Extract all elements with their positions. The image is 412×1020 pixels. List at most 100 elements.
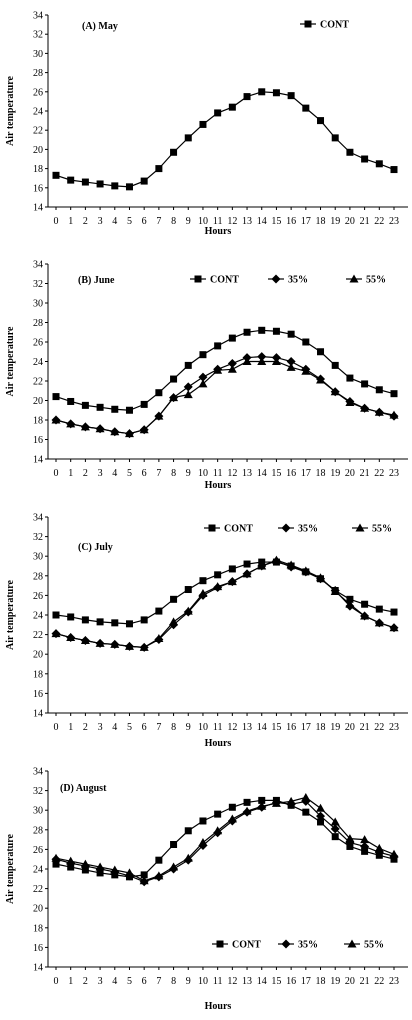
data-point (199, 577, 207, 585)
y-axis-title: Air temperature (5, 326, 16, 396)
legend-label: 35% (298, 524, 318, 535)
data-point (390, 390, 398, 398)
data-point (286, 357, 296, 366)
data-point (80, 422, 90, 431)
data-point (51, 415, 61, 424)
x-tick-label: 6 (142, 216, 147, 227)
y-tick-label: 24 (33, 357, 43, 368)
y-tick-label: 14 (33, 709, 43, 720)
legend-marker (347, 939, 357, 948)
data-point (346, 595, 354, 603)
y-tick-label: 18 (33, 923, 43, 934)
series-line-55% (55, 559, 395, 648)
data-point (199, 120, 207, 128)
x-tick-label: 19 (330, 976, 340, 987)
x-tick-label: 14 (257, 216, 267, 227)
x-tick-label: 18 (316, 976, 326, 987)
data-point (302, 808, 310, 816)
data-point (375, 386, 383, 394)
data-point (242, 806, 252, 815)
x-tick-label: 17 (301, 976, 311, 987)
data-point (286, 796, 296, 805)
x-tick-label: 15 (271, 976, 281, 987)
legend-marker (349, 274, 359, 283)
data-point (258, 326, 266, 334)
data-point (198, 838, 208, 847)
x-tick-label: 0 (54, 216, 59, 227)
data-point (214, 342, 222, 350)
x-tick-label: 19 (330, 216, 340, 227)
data-point (124, 868, 134, 877)
x-tick-label: 19 (330, 722, 340, 733)
y-tick-label: 14 (33, 455, 43, 466)
data-point (51, 629, 61, 638)
x-tick-label: 21 (360, 216, 370, 227)
y-tick-label: 24 (33, 107, 43, 118)
data-point (140, 400, 148, 408)
data-point (169, 393, 179, 402)
data-point (183, 382, 193, 392)
y-tick-label: 26 (33, 845, 43, 856)
legend-marker (355, 523, 365, 532)
y-tick-label: 20 (33, 650, 43, 661)
x-tick-label: 3 (98, 216, 103, 227)
legend-label: 55% (364, 940, 384, 951)
data-point (111, 619, 119, 627)
y-tick-label: 22 (33, 630, 43, 641)
data-point (96, 403, 104, 411)
data-point (360, 835, 370, 844)
x-tick-label: 11 (213, 216, 223, 227)
x-tick-label: 23 (389, 722, 399, 733)
x-tick-label: 10 (198, 468, 208, 479)
panel-title: (D) August (60, 783, 107, 794)
y-tick-label: 34 (33, 513, 43, 524)
data-point (66, 856, 76, 865)
x-tick-label: 7 (156, 722, 161, 733)
data-point (287, 330, 295, 338)
y-tick-label: 30 (33, 299, 43, 310)
data-point (155, 165, 163, 173)
x-tick-label: 5 (127, 722, 132, 733)
x-tick-label: 15 (271, 216, 281, 227)
data-point (258, 88, 266, 96)
data-point (331, 134, 339, 142)
data-point (110, 865, 120, 874)
data-point (139, 642, 149, 651)
data-point (301, 792, 311, 801)
data-point (243, 93, 251, 101)
data-point (67, 176, 75, 184)
data-point (271, 798, 281, 807)
x-tick-label: 11 (213, 468, 223, 479)
data-point (214, 810, 222, 818)
data-point (257, 352, 267, 362)
x-tick-label: 18 (316, 216, 326, 227)
data-point (330, 387, 340, 396)
x-tick-label: 1 (68, 722, 73, 733)
series-line-55% (55, 796, 395, 882)
y-tick-label: 32 (33, 279, 43, 290)
data-point (374, 843, 384, 852)
legend-label: CONT (210, 275, 239, 286)
x-tick-label: 18 (316, 722, 326, 733)
data-point (330, 817, 340, 826)
data-point (272, 327, 280, 335)
data-point (125, 620, 133, 628)
data-point (214, 109, 222, 117)
data-point (213, 582, 223, 591)
data-point (170, 595, 178, 603)
x-tick-label: 21 (360, 468, 370, 479)
x-tick-label: 5 (127, 216, 132, 227)
x-tick-label: 3 (98, 722, 103, 733)
data-point (154, 871, 164, 880)
x-axis-title: Hours (205, 738, 232, 749)
legend-marker (208, 524, 216, 532)
data-point (374, 618, 384, 627)
legend-marker (281, 523, 291, 533)
data-point (52, 611, 60, 619)
data-point (345, 599, 355, 608)
data-point (227, 358, 237, 368)
data-point (213, 365, 223, 374)
data-point (170, 375, 178, 383)
